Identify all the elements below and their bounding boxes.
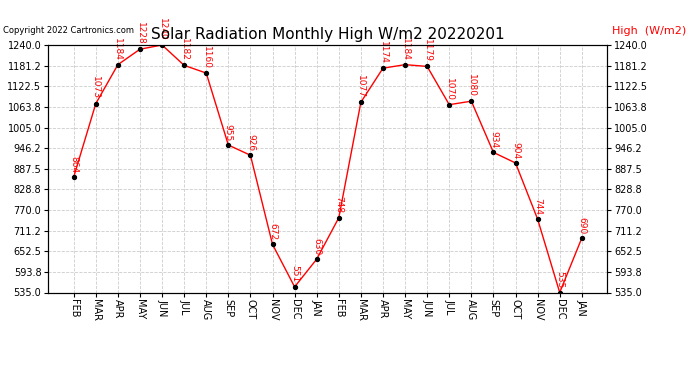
Point bbox=[444, 102, 455, 108]
Point bbox=[223, 142, 234, 148]
Point bbox=[576, 235, 587, 241]
Text: 748: 748 bbox=[334, 196, 344, 213]
Text: 1174: 1174 bbox=[379, 41, 388, 64]
Text: High  (W/m2): High (W/m2) bbox=[612, 26, 687, 36]
Point bbox=[400, 62, 411, 68]
Text: 1070: 1070 bbox=[445, 78, 454, 101]
Point bbox=[112, 62, 124, 68]
Text: 1228: 1228 bbox=[135, 22, 144, 45]
Point bbox=[179, 62, 190, 68]
Text: Copyright 2022 Cartronics.com: Copyright 2022 Cartronics.com bbox=[3, 26, 135, 35]
Point bbox=[289, 284, 300, 290]
Point bbox=[311, 256, 322, 262]
Point bbox=[422, 63, 433, 69]
Point bbox=[333, 215, 344, 221]
Point bbox=[532, 216, 543, 222]
Point bbox=[554, 290, 565, 296]
Point bbox=[157, 42, 168, 48]
Text: 744: 744 bbox=[533, 198, 542, 215]
Text: 1080: 1080 bbox=[467, 74, 476, 97]
Text: 551: 551 bbox=[290, 266, 299, 283]
Point bbox=[267, 242, 278, 248]
Text: 1077: 1077 bbox=[357, 75, 366, 98]
Text: 1240: 1240 bbox=[157, 18, 166, 41]
Text: 630: 630 bbox=[312, 238, 322, 255]
Text: 1184: 1184 bbox=[401, 38, 410, 60]
Point bbox=[377, 65, 388, 71]
Text: 672: 672 bbox=[268, 223, 277, 240]
Text: 690: 690 bbox=[578, 217, 586, 234]
Text: 926: 926 bbox=[246, 134, 255, 151]
Point bbox=[355, 99, 366, 105]
Text: 1182: 1182 bbox=[179, 38, 188, 61]
Text: 904: 904 bbox=[511, 142, 520, 159]
Point bbox=[135, 46, 146, 52]
Text: 934: 934 bbox=[489, 131, 498, 148]
Point bbox=[245, 152, 256, 158]
Point bbox=[488, 149, 499, 155]
Point bbox=[68, 174, 79, 180]
Title: Solar Radiation Monthly High W/m2 20220201: Solar Radiation Monthly High W/m2 202202… bbox=[151, 27, 504, 42]
Text: 864: 864 bbox=[69, 156, 78, 173]
Point bbox=[466, 98, 477, 104]
Text: 1073: 1073 bbox=[91, 76, 100, 99]
Point bbox=[510, 160, 521, 166]
Text: 1179: 1179 bbox=[423, 39, 432, 62]
Text: 1184: 1184 bbox=[113, 38, 122, 60]
Text: 535: 535 bbox=[555, 271, 564, 288]
Point bbox=[201, 70, 212, 76]
Point bbox=[90, 100, 101, 106]
Text: 955: 955 bbox=[224, 124, 233, 141]
Text: 1160: 1160 bbox=[201, 46, 210, 69]
